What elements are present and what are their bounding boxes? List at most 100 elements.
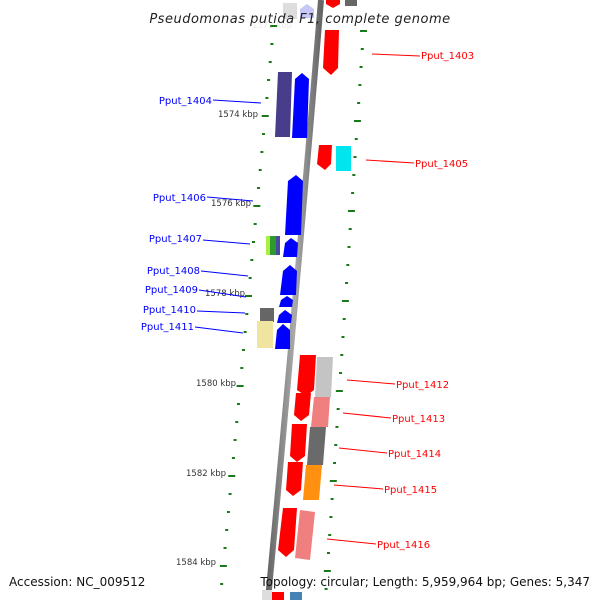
gene-label-pput-1406[interactable]: Pput_1406 [153, 193, 206, 204]
backbone [265, 0, 324, 600]
feature-partial [262, 590, 272, 600]
gene-pput-1410[interactable] [277, 310, 292, 323]
major-tick [253, 205, 261, 207]
major-tick [347, 210, 355, 212]
feature-box [315, 357, 333, 397]
gene-label-pput-1416[interactable]: Pput_1416 [377, 540, 430, 551]
map-title: Pseudomonas putida F1, complete genome [149, 12, 450, 27]
minor-tick [336, 408, 340, 410]
minor-tick [248, 277, 252, 279]
gene-label-pput-1413[interactable]: Pput_1413 [392, 414, 445, 425]
minor-tick [236, 403, 240, 405]
topology-text: Topology: circular; Length: 5,959,964 bp… [259, 575, 590, 589]
feature-partial [290, 592, 302, 600]
gene-label-pput-1415[interactable]: Pput_1415 [384, 485, 437, 496]
gene-pput-1405[interactable] [317, 145, 332, 170]
minor-tick [265, 97, 269, 99]
minor-tick [245, 313, 249, 315]
gene-pput-1410-feature [260, 308, 274, 322]
minor-tick [262, 133, 266, 135]
minor-tick [342, 318, 346, 320]
minor-tick [223, 547, 227, 549]
gene-label-pput-1403[interactable]: Pput_1403 [421, 51, 474, 62]
gene-pput-1403[interactable] [323, 30, 339, 75]
gene-label-pput-1407[interactable]: Pput_1407 [149, 234, 202, 245]
gene-label-pput-1405[interactable]: Pput_1405 [415, 159, 468, 170]
minor-tick [243, 331, 247, 333]
minor-tick [354, 138, 358, 140]
gene-pput-1412[interactable] [297, 355, 316, 396]
minor-tick [220, 583, 224, 585]
feature-partial [326, 0, 340, 8]
minor-tick [270, 43, 274, 45]
major-tick [219, 565, 227, 567]
gene-pput-1409[interactable] [279, 296, 293, 307]
gene-pput-1415[interactable] [286, 462, 303, 496]
minor-tick [351, 192, 355, 194]
gene-pput-1407[interactable] [283, 238, 298, 257]
feature-partial [345, 0, 357, 6]
gene-pput-1404[interactable] [292, 73, 309, 138]
gene-label-pput-1414[interactable]: Pput_1414 [388, 449, 441, 460]
gene-pput-1411[interactable] [275, 324, 290, 349]
minor-tick [348, 228, 352, 230]
minor-tick [267, 79, 271, 81]
major-tick [341, 300, 349, 302]
major-tick [329, 480, 337, 482]
major-tick [335, 390, 343, 392]
feature-stripe [276, 236, 280, 255]
minor-tick [347, 246, 351, 248]
gene-label-pput-1411[interactable]: Pput_1411 [141, 322, 194, 333]
gene-label-pput-1409[interactable]: Pput_1409 [145, 285, 198, 296]
major-tick [244, 295, 252, 297]
feature-box [295, 510, 315, 560]
minor-tick [327, 552, 330, 554]
minor-tick [334, 444, 338, 446]
minor-tick [251, 241, 255, 243]
gene-pput-1408[interactable] [280, 265, 297, 295]
minor-tick [353, 156, 357, 158]
major-tick [353, 120, 361, 122]
gene-label-pput-1408[interactable]: Pput_1408 [147, 266, 200, 277]
tick-label: 1576 kbp [211, 199, 251, 209]
minor-tick [260, 151, 264, 153]
minor-tick [330, 498, 334, 500]
minor-tick [340, 354, 344, 356]
minor-tick [358, 84, 362, 86]
tick-label: 1574 kbp [218, 110, 258, 120]
minor-tick [341, 336, 345, 338]
gene-pput-1406[interactable] [285, 175, 303, 235]
minor-tick [257, 187, 261, 189]
gene-pput-1414[interactable] [290, 424, 307, 462]
feature-partial [300, 4, 314, 18]
gene-label-pput-1412[interactable]: Pput_1412 [396, 380, 449, 391]
tick-marks [219, 25, 367, 590]
minor-tick [250, 259, 254, 261]
feature-partial [272, 592, 284, 600]
gene-label-pput-1404[interactable]: Pput_1404 [159, 96, 212, 107]
minor-tick [324, 588, 328, 590]
feature-partial [283, 3, 297, 19]
minor-tick [228, 493, 232, 495]
accession-text: Accession: NC_009512 [9, 575, 145, 589]
tick-label: 1572 kbp [252, 21, 292, 31]
reverse-leaders [326, 53, 421, 545]
gene-label-pput-1410[interactable]: Pput_1410 [143, 305, 196, 316]
minor-tick [253, 223, 257, 225]
minor-tick [241, 349, 245, 351]
feature-box [311, 397, 330, 427]
gene-pput-1411-feature [257, 321, 273, 348]
gene-pput-1413[interactable] [294, 393, 311, 421]
feature-box [303, 465, 322, 500]
minor-tick [352, 174, 356, 176]
minor-tick [225, 529, 229, 531]
major-tick [228, 475, 236, 477]
minor-tick [335, 426, 339, 428]
major-tick [236, 385, 244, 387]
gene-pput-1416[interactable] [278, 508, 297, 557]
minor-tick [346, 264, 350, 266]
gene-pput-1404-feature [275, 72, 292, 137]
major-tick [359, 30, 367, 32]
minor-tick [235, 421, 239, 423]
feature-box [307, 427, 326, 465]
